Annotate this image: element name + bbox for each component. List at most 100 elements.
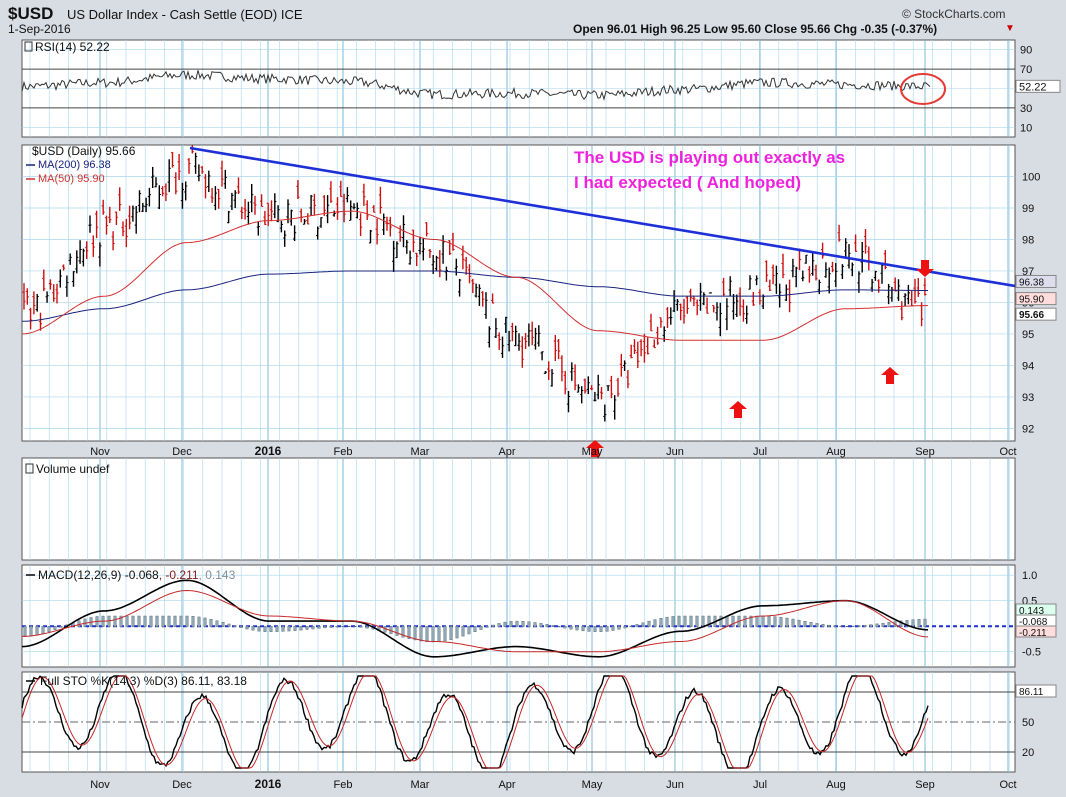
macd-histogram-bar	[725, 615, 729, 627]
x-tick-label: Jul	[753, 779, 767, 791]
macd-histogram-bar	[773, 616, 777, 627]
macd-histogram-bar	[821, 624, 825, 627]
macd-histogram-bar	[707, 615, 711, 627]
x-tick-label: Apr	[498, 779, 515, 791]
macd-line	[21, 579, 929, 658]
ma200-legend: MA(200) 96.38	[38, 159, 111, 171]
macd-histogram-bar	[497, 623, 501, 627]
macd-histogram-bar	[245, 626, 249, 630]
macd-histogram-bar	[593, 626, 597, 632]
macd-histogram-bar	[41, 626, 45, 634]
macd-histogram-bar	[923, 618, 927, 627]
macd-histogram-bar	[803, 621, 807, 627]
macd-legend-part: , 0.143	[199, 568, 236, 582]
macd-histogram-bar	[191, 616, 195, 627]
macd-histogram-bar	[851, 625, 855, 627]
macd-histogram-bar	[545, 624, 549, 627]
macd-histogram-bar	[845, 625, 849, 627]
macd-histogram-bar	[413, 626, 417, 641]
up-arrow-icon	[586, 440, 604, 457]
macd-histogram-bar	[605, 626, 609, 632]
macd-tick-label: -0.5	[1022, 647, 1041, 659]
macd-histogram-bar	[857, 625, 861, 627]
macd-histogram-bar	[587, 626, 591, 632]
macd-histogram-bar	[203, 617, 207, 627]
macd-histogram-bar	[695, 615, 699, 627]
macd-histogram-bar	[395, 626, 399, 636]
macd-legend-part: MACD(12,26,9)	[38, 568, 121, 582]
macd-histogram-bar	[683, 615, 687, 627]
sto-k-line	[21, 675, 929, 769]
macd-histogram-bar	[785, 617, 789, 627]
x-tick-label: Oct	[999, 446, 1016, 458]
x-tick-label: Mar	[411, 779, 430, 791]
price-value-label: 95.66	[1019, 310, 1044, 321]
sto-tick-label: 50	[1022, 717, 1034, 729]
up-arrow-icon	[729, 401, 747, 418]
macd-histogram-bar	[281, 626, 285, 632]
macd-histogram-bar	[431, 626, 435, 643]
rsi-line	[21, 69, 931, 101]
symbol: $USD	[8, 4, 54, 23]
macd-histogram-bar	[911, 619, 915, 627]
macd-histogram-bar	[161, 615, 165, 627]
x-tick-label: Sep	[915, 446, 935, 458]
down-arrow-icon	[916, 260, 934, 277]
price-tick-label: 100	[1022, 171, 1040, 183]
macd-histogram-bar	[749, 615, 753, 627]
macd-histogram-bar	[263, 626, 267, 632]
macd-histogram-bar	[47, 626, 51, 632]
macd-histogram-bar	[701, 615, 705, 627]
macd-histogram-bar	[335, 626, 339, 628]
x-tick-label: Apr	[498, 446, 515, 458]
macd-histogram-bar	[815, 623, 819, 627]
rsi-tick-label: 30	[1020, 103, 1032, 115]
macd-histogram-bar	[53, 626, 57, 630]
macd-histogram-bar	[479, 626, 483, 630]
price-tick-label: 97	[1022, 266, 1034, 278]
macd-histogram-bar	[305, 626, 309, 630]
ma200-line	[22, 270, 928, 322]
trendline	[189, 146, 1015, 288]
macd-histogram-bar	[575, 626, 579, 631]
macd-histogram-bar	[293, 626, 297, 631]
macd-histogram-bar	[551, 625, 555, 627]
macd-histogram-bar	[35, 626, 39, 636]
x-tick-label: Feb	[334, 779, 353, 791]
chart-date: 1-Sep-2016	[8, 22, 71, 36]
macd-signal-line	[21, 589, 929, 653]
macd-histogram-bar	[647, 620, 651, 627]
instrument-name: US Dollar Index - Cash Settle (EOD) ICE	[67, 7, 303, 22]
macd-histogram-bar	[563, 626, 567, 629]
macd-histogram-bar	[665, 616, 669, 627]
price-plot	[22, 145, 1015, 422]
macd-histogram-bar	[461, 626, 465, 637]
chg-down-icon: ▼	[1005, 23, 1015, 34]
macd-histogram-bar	[791, 618, 795, 627]
x-tick-label: Jul	[753, 446, 767, 458]
rsi-tick-label: 70	[1020, 64, 1032, 76]
macd-legend-part: -0.068	[121, 568, 159, 582]
macd-histogram-bar	[23, 626, 27, 638]
macd-histogram-bar	[419, 626, 423, 642]
x-tick-label: Aug	[826, 446, 846, 458]
macd-histogram-bar	[209, 619, 213, 627]
macd-tick-label: 1.0	[1022, 570, 1037, 582]
price-panel	[21, 144, 1016, 442]
macd-histogram-bar	[29, 626, 33, 637]
sto-d-line	[21, 675, 929, 769]
macd-histogram-bar	[833, 625, 837, 627]
price-tick-label: 93	[1022, 392, 1034, 404]
price-tick-label: 98	[1022, 234, 1034, 246]
macd-histogram-bar	[503, 621, 507, 627]
macd-histogram-bar	[521, 621, 525, 627]
macd-histogram-bar	[179, 615, 183, 627]
axis-labels: Nov Nov Dec Dec 2016 2016 Feb Feb Mar Mar Apr Apr Ma…	[24, 40, 1061, 791]
macd-histogram-bar	[131, 615, 135, 627]
x-tick-label: Jun	[666, 779, 684, 791]
ma50-legend: MA(50) 95.90	[38, 173, 105, 185]
macd-histogram-bar	[269, 626, 273, 632]
macd-legend: MACD(12,26,9) -0.068, -0.211, 0.143	[38, 568, 236, 582]
macd-histogram-bar	[449, 626, 453, 640]
macd-value-label: -0.211	[1019, 628, 1047, 639]
